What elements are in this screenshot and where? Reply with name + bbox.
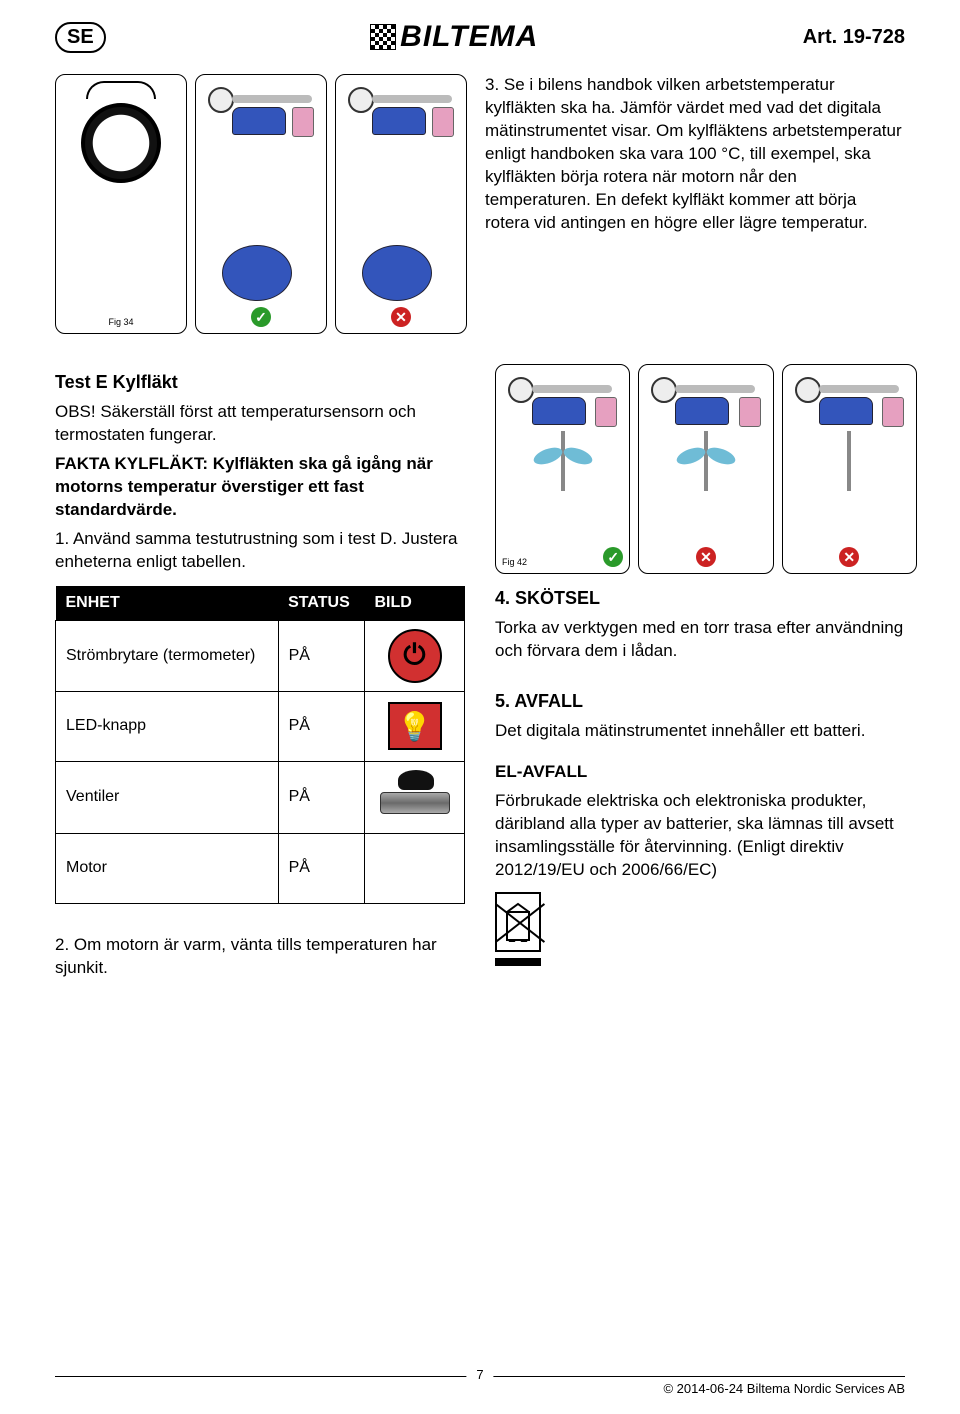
table-row: Motor PÅ — [56, 833, 465, 903]
section-4-body: Torka av verktygen med en torr trasa eft… — [495, 617, 905, 663]
status-cell: PÅ — [278, 761, 364, 833]
el-avfall-body: Förbrukade elektriska och elektroniska p… — [495, 790, 905, 882]
page-number: 7 — [466, 1367, 493, 1382]
brand-logo: BILTEMA — [106, 20, 803, 54]
figure-42-panel-1: Fig 42 ✓ — [495, 364, 630, 574]
status-cell: PÅ — [278, 620, 364, 691]
lightbulb-icon: 💡 — [388, 702, 442, 750]
status-cell: PÅ — [278, 691, 364, 761]
fan-ok-icon — [533, 431, 593, 491]
test-e-fact: FAKTA KYLFLÄKT: Kylfläkten ska gå igång … — [55, 453, 465, 522]
logo-text: BILTEMA — [400, 20, 538, 54]
figure-34-panel-3: ✕ — [335, 74, 467, 334]
unit-status-table: ENHET STATUS BILD Strömbrytare (termomet… — [55, 586, 465, 904]
unit-cell: Ventiler — [56, 761, 279, 833]
check-fail-icon: ✕ — [839, 547, 859, 567]
fan-fail-icon — [676, 431, 736, 491]
valve-icon — [380, 770, 450, 820]
figure-34-panel-1: RPM x1000 Fig 34 — [55, 74, 187, 334]
table-row: LED-knapp PÅ 💡 — [56, 691, 465, 761]
tester-diagram-ok-icon — [202, 81, 320, 141]
test-e-step1: 1. Använd samma testutrustning som i tes… — [55, 528, 465, 574]
power-icon: ⏻ — [388, 629, 442, 683]
figure-42-group: Fig 42 ✓ ✕ ✕ — [495, 364, 905, 574]
table-row: Ventiler PÅ — [56, 761, 465, 833]
figure-42-label: Fig 42 — [502, 557, 527, 567]
check-fail-icon: ✕ — [391, 307, 411, 327]
right-column: Fig 42 ✓ ✕ ✕ 4. SKÖTSEL To — [495, 364, 905, 985]
figure-34-label: Fig 34 — [108, 317, 133, 327]
test-e-note: OBS! Säkerställ först att temperatursens… — [55, 401, 465, 447]
check-fail-icon: ✕ — [696, 547, 716, 567]
weee-icon — [495, 892, 905, 966]
figure-34-group: RPM x1000 Fig 34 ✓ — [55, 74, 455, 334]
table-header-unit: ENHET — [56, 586, 279, 621]
page-footer: 7 © 2014-06-24 Biltema Nordic Services A… — [55, 1376, 905, 1396]
section-5-body: Det digitala mätinstrumentet innehåller … — [495, 720, 905, 743]
tester-diagram-bad-icon — [342, 81, 460, 141]
check-ok-icon: ✓ — [251, 307, 271, 327]
check-ok-icon: ✓ — [603, 547, 623, 567]
page-header: SE BILTEMA Art. 19-728 — [55, 20, 905, 54]
article-number: Art. 19-728 — [803, 26, 905, 49]
table-header-image: BILD — [365, 586, 465, 621]
status-cell: PÅ — [278, 833, 364, 903]
language-badge: SE — [55, 22, 106, 53]
unit-cell: Strömbrytare (termometer) — [56, 620, 279, 691]
el-avfall-title: EL-AVFALL — [495, 761, 905, 784]
section-5-title: 5. AVFALL — [495, 691, 905, 712]
unit-cell: LED-knapp — [56, 691, 279, 761]
test-e-title: Test E Kylfläkt — [55, 372, 465, 393]
step-3-text: 3. Se i bilens handbok vilken arbetstemp… — [485, 74, 905, 334]
fan-fail-icon — [819, 431, 879, 491]
step-2-text: 2. Om motorn är varm, vänta tills temper… — [55, 934, 465, 980]
figure-42-panel-3: ✕ — [782, 364, 917, 574]
figure-42-panel-2: ✕ — [638, 364, 773, 574]
unit-cell: Motor — [56, 833, 279, 903]
figure-34-panel-2: ✓ — [195, 74, 327, 334]
section-4-title: 4. SKÖTSEL — [495, 588, 905, 609]
table-header-status: STATUS — [278, 586, 364, 621]
left-column: Test E Kylfläkt OBS! Säkerställ först at… — [55, 364, 465, 985]
logo-check-icon — [370, 24, 396, 50]
table-row: Strömbrytare (termometer) PÅ ⏻ — [56, 620, 465, 691]
rpm-gauge-icon: RPM x1000 — [81, 103, 161, 183]
tester-icon — [502, 371, 623, 431]
copyright-text: © 2014-06-24 Biltema Nordic Services AB — [663, 1381, 905, 1396]
